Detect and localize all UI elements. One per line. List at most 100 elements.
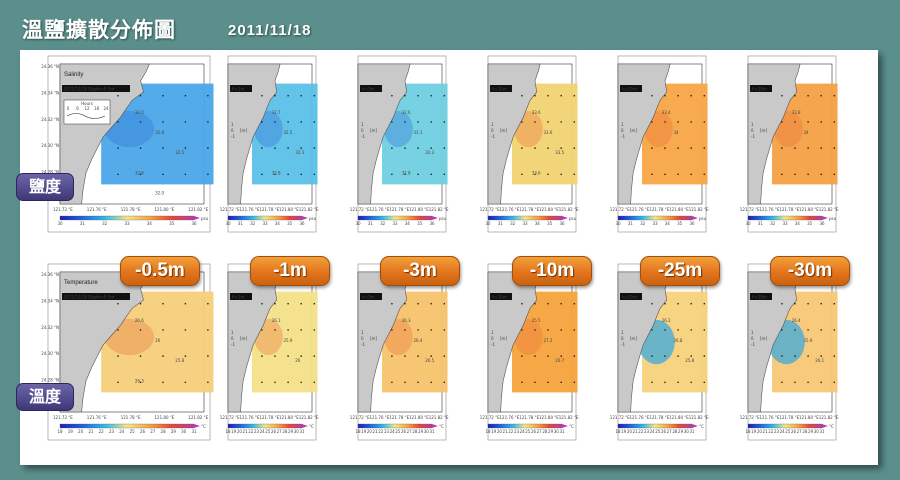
station-dot [184,94,187,97]
station-dot [417,302,419,305]
contour-label: 33.0 [135,110,144,115]
colorbar-tick: 30 [355,221,361,226]
colorbar-tick: 20 [237,429,243,434]
station-dot [261,173,263,176]
station-dot [807,355,809,357]
station-dot [651,355,653,357]
inset-y-tick: 0 [751,128,754,133]
station-dot [534,94,536,97]
colorbar-tick: 33 [782,221,788,226]
station-dot [287,355,289,357]
station-dot [313,173,316,176]
row-tag-salinity: 鹽度 [16,173,74,201]
station-dot [534,329,536,331]
colorbar-tick: 23 [774,429,780,434]
x-tick-label: 121.72 °E [220,415,240,420]
panel-header-box [230,85,252,92]
station-dot [833,329,836,331]
station-dot [261,381,263,384]
inset-y-tick: -1 [751,134,755,139]
colorbar-tick: 32 [102,221,108,226]
colorbar [617,215,693,221]
contour-label: 26.1 [272,318,281,323]
colorbar-tick: 29 [548,429,554,434]
contour-label: 25.9 [804,338,813,343]
x-tick-label: 121.72 °E [610,207,630,212]
station-dot [287,329,289,331]
x-tick-label: 121.82 °E [188,207,208,212]
station-dot [573,173,576,176]
colorbar-tick: 30 [424,429,430,434]
station-dot [794,121,796,123]
contour-label: 25.5 [532,318,541,323]
station-dot [573,147,576,149]
colorbar-tick: 34 [665,221,671,226]
station-dot [651,329,653,331]
colorbar-tick: 35 [547,221,553,226]
contour-label: 26.2 [662,318,671,323]
station-dot [430,173,433,176]
inset-y-tick: -1 [621,342,625,347]
panel-header: h=30m [752,295,767,300]
station-dot [807,147,809,149]
y-tick-label: 24.36 °N [41,272,59,277]
colorbar-unit: psu [829,216,837,221]
x-tick-label: 121.82 °E [559,207,579,212]
colorbar-tick: 23 [384,429,390,434]
colorbar-tick: 19 [491,429,497,434]
x-tick-label: 121.76 °E [500,207,520,212]
station-dot [794,94,796,97]
station-dot [703,381,706,384]
contour-label: 32.6 [135,170,144,175]
colorbar-unit: °C [699,424,704,429]
inset-y-tick: -1 [491,134,495,139]
x-tick-label: 121.80 °E [669,415,689,420]
colorbar [227,215,303,221]
station-dot [162,381,164,384]
colorbar-tick: 28 [412,429,418,434]
tide-inset-title: Hours [81,101,93,106]
colorbar-tick: 24 [650,429,656,434]
station-dot [207,121,209,123]
colorbar-arrow [194,216,200,220]
map-panel-temperature-2: 26.3 26.4 26.5 h=3m 10-1 [m] 121.72 °E 121.76 °… [350,263,449,441]
colorbar-tick: 20 [757,429,763,434]
x-tick-label: 121.76 °E [370,207,390,212]
inset-y-tick: 0 [231,336,234,341]
station-dot [521,302,523,305]
station-dot [664,147,666,149]
contour-label: 33.6 [532,110,541,115]
contour-label: 26.3 [402,318,411,323]
station-dot [677,302,679,305]
station-dot [534,121,536,123]
colorbar-tick: 31 [191,429,197,434]
station-dot [184,381,187,384]
x-tick-label: 121.78 °E [649,207,669,212]
contour-label: 34 [674,130,680,135]
colorbar-tick: 30 [745,221,751,226]
contour-label: 32.6 [402,110,411,115]
colorbar-unit: °C [201,424,206,429]
variable-label: Salinity [64,72,83,78]
station-dot [162,355,164,357]
station-dot [521,355,523,357]
colorbar-tick: 34 [405,221,411,226]
inset-y-tick: 0 [621,128,624,133]
contour-label: 32.3 [425,150,434,155]
colorbar-tick: 32 [640,221,646,226]
x-tick-label: 121.78 °E [259,415,279,420]
colorbar-tick: 32 [380,221,386,226]
colorbar-tick: 34 [795,221,801,226]
x-tick-label: 121.78 °E [519,415,539,420]
station-dot [391,329,393,331]
station-dot [690,329,692,331]
station-dot [287,147,289,149]
inset-y-tick: 0 [491,336,494,341]
panel-header: h=25m [622,295,637,300]
inset-y-tick: 1 [361,330,364,335]
station-dot [139,355,142,357]
station-dot [560,329,562,331]
station-dot [651,173,653,176]
colorbar-arrow [562,424,568,428]
station-dot [534,173,536,176]
